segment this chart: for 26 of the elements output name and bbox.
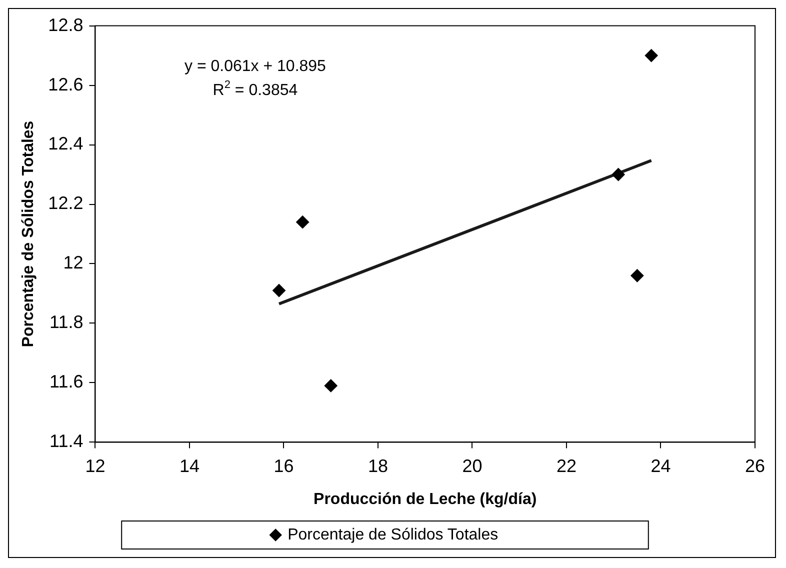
x-tick-label: 20 (462, 456, 482, 476)
annotation: y = 0.061x + 10.895 (184, 58, 326, 75)
y-tick-label: 11.8 (50, 312, 84, 332)
y-tick-label: 12.8 (48, 14, 84, 35)
legend-label: Porcentaje de Sólidos Totales (288, 526, 498, 544)
y-tick-label: 11.6 (50, 372, 84, 392)
point (272, 284, 286, 298)
x-tick-label: 26 (744, 456, 766, 476)
y-axis-title: Porcentaje de Sólidos Totales (20, 120, 38, 348)
y-tick-label: 12.6 (48, 74, 84, 94)
x-tick-label: 12 (85, 456, 106, 476)
point (324, 379, 338, 392)
y-tick-label: 11.4 (50, 431, 84, 452)
y-tick-label: 12 (63, 252, 84, 273)
y-tick-label: 12.4 (48, 134, 84, 154)
x-tick-label: 14 (179, 456, 200, 476)
point (644, 49, 658, 62)
point (612, 168, 625, 182)
y-tick-label: 12.2 (48, 193, 84, 214)
x-tick-label: 18 (368, 456, 388, 476)
x-tick-label: 16 (274, 456, 294, 476)
x-axis-title: Producción de Leche (kg/día) (314, 490, 537, 508)
x-tick-label: 22 (556, 456, 577, 476)
point (296, 216, 310, 229)
point (630, 269, 644, 282)
x-tick-label: 24 (650, 456, 671, 476)
